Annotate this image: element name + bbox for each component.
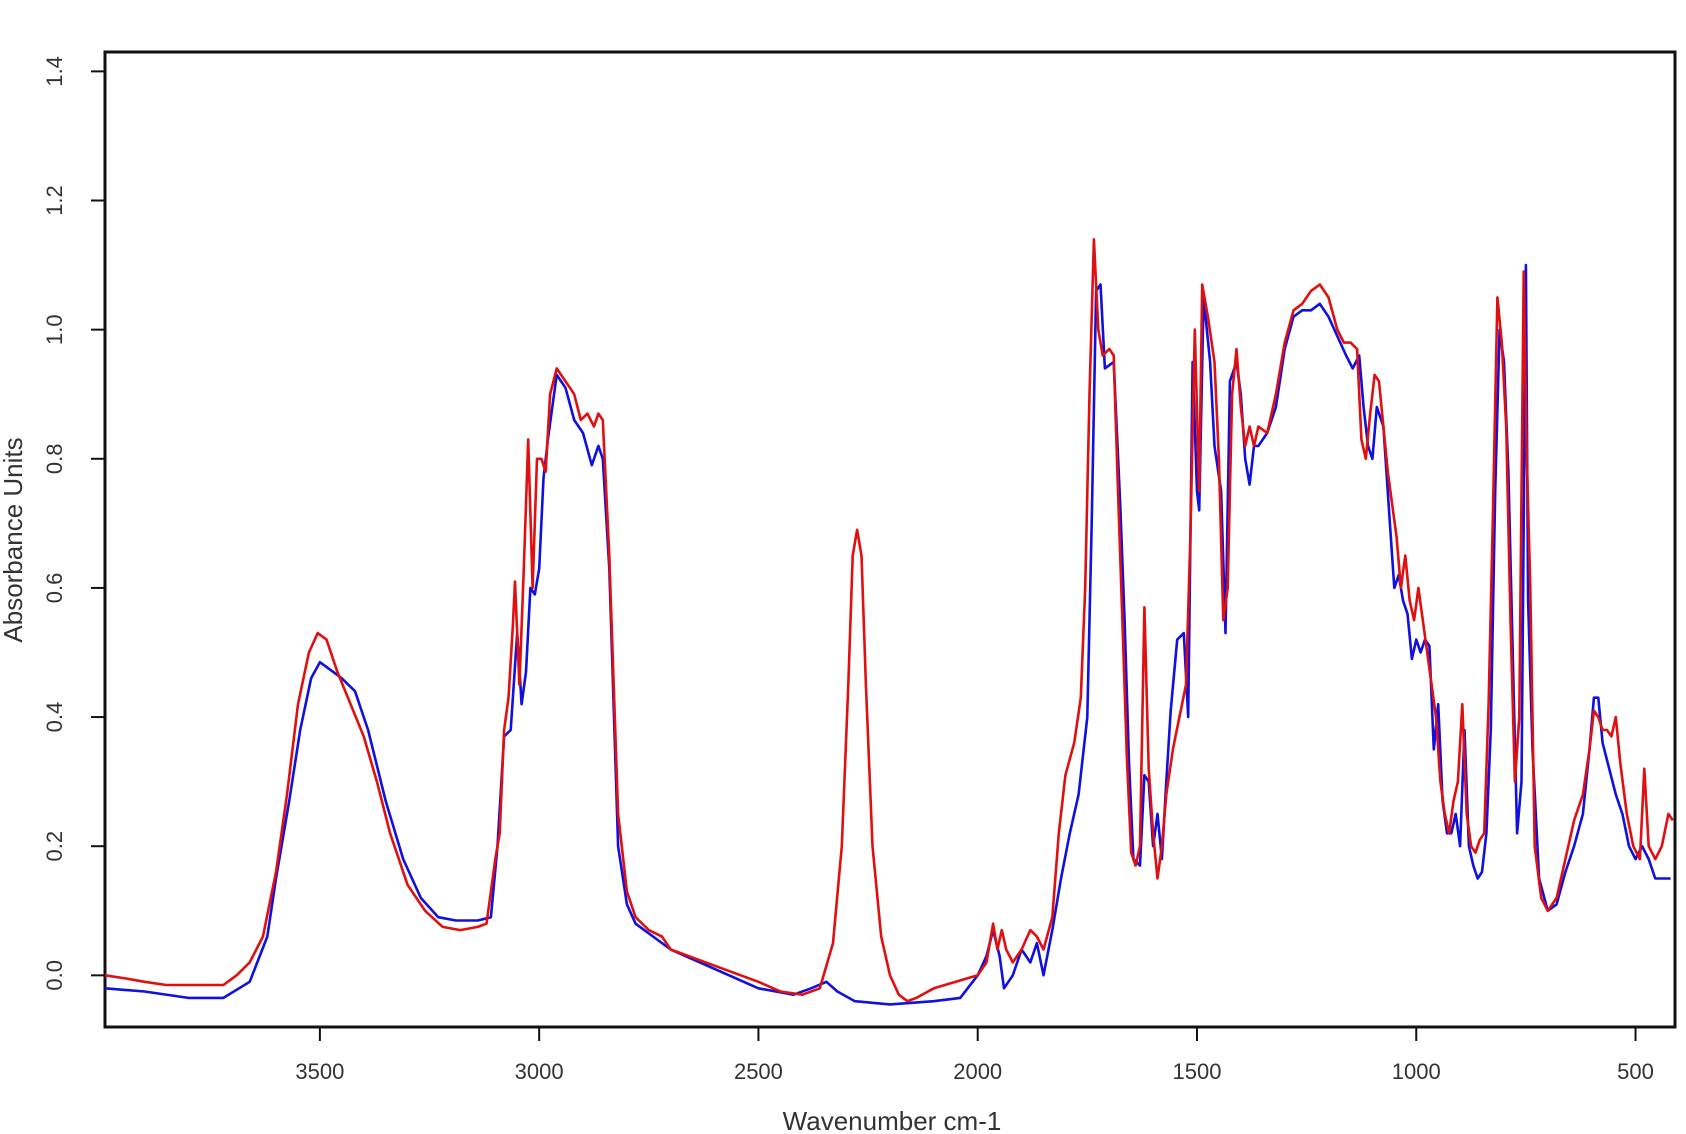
spectrum-line-red — [104, 238, 1674, 1003]
x-tick-label: 3500 — [295, 1059, 344, 1084]
y-tick-label: 1.2 — [42, 185, 67, 216]
y-axis-ticks: 0.0 0.2 0.4 0.6 0.8 1.0 1.2 1.4 — [42, 56, 105, 991]
y-tick-label: 0.2 — [42, 831, 67, 862]
x-tick-label: 2000 — [953, 1059, 1002, 1084]
x-axis-title: Wavenumber cm-1 — [783, 1106, 1002, 1134]
y-tick-label: 0.6 — [42, 573, 67, 604]
y-tick-label: 1.4 — [42, 56, 67, 87]
x-tick-label: 1500 — [1173, 1059, 1222, 1084]
y-axis-title: Absorbance Units — [0, 437, 28, 642]
spectrum-line-blue — [104, 263, 1671, 1006]
y-tick-label: 0.8 — [42, 443, 67, 474]
y-tick-label: 0.4 — [42, 702, 67, 733]
x-tick-label: 500 — [1617, 1059, 1654, 1084]
x-tick-label: 2500 — [734, 1059, 783, 1084]
series-layer — [104, 238, 1674, 1006]
x-tick-label: 3000 — [515, 1059, 564, 1084]
plot-frame — [103, 50, 1677, 1029]
y-tick-label: 0.0 — [42, 960, 67, 991]
x-tick-label: 1000 — [1392, 1059, 1441, 1084]
y-tick-label: 1.0 — [42, 314, 67, 345]
x-axis-ticks: 3500 3000 2500 2000 1500 1000 500 — [295, 1027, 1654, 1084]
